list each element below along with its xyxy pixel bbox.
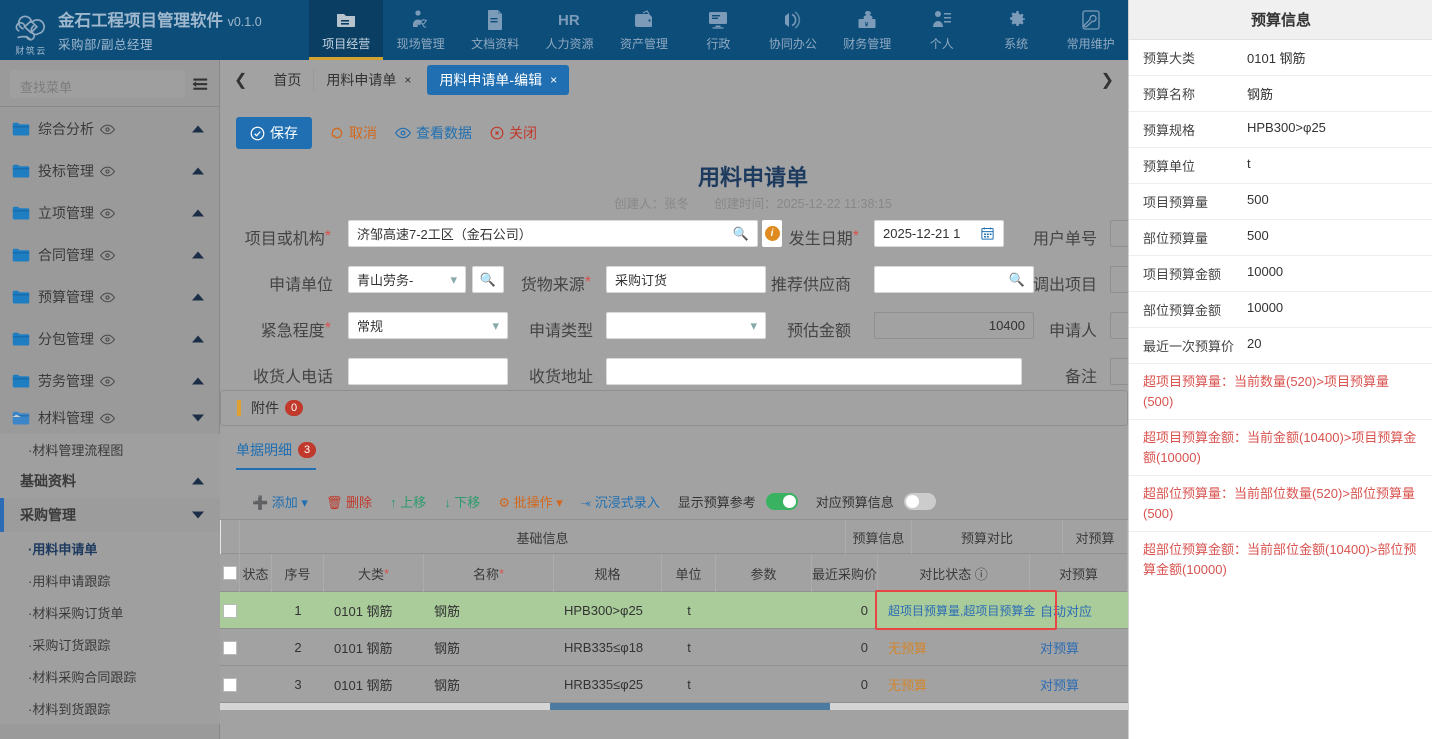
- svg-text:HR: HR: [558, 12, 580, 29]
- svg-text:¥: ¥: [865, 21, 869, 28]
